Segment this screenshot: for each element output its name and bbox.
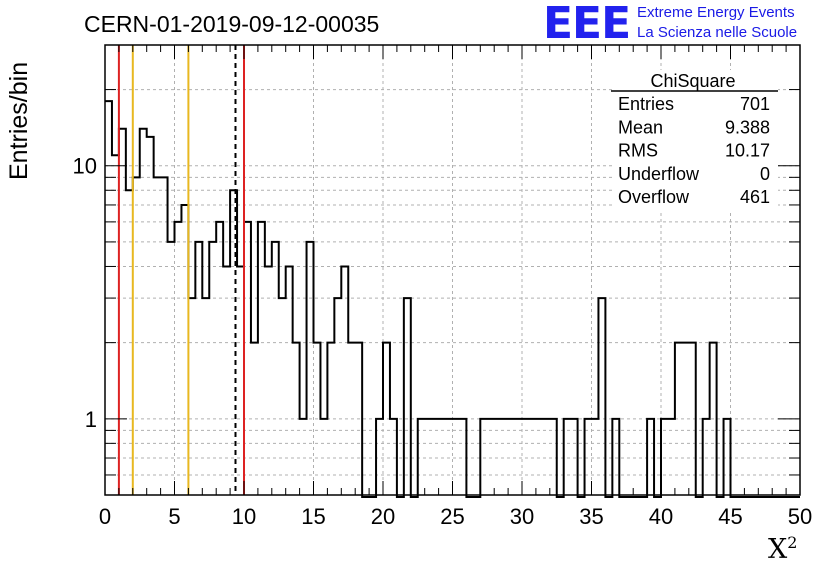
x-tick-label: 5 [168, 504, 180, 529]
x-tick-label: 40 [649, 504, 673, 529]
logo-text: Extreme Energy Events La Scienza nelle S… [637, 3, 797, 43]
stats-row-label: Underflow [618, 164, 700, 184]
x-tick-label: 25 [440, 504, 464, 529]
x-axis-label-base: X [768, 534, 788, 565]
stats-row-value: 461 [740, 187, 770, 207]
stats-row-label: Mean [618, 117, 663, 137]
stats-row-label: Overflow [618, 187, 690, 207]
x-tick-label: 10 [232, 504, 256, 529]
x-tick-label: 45 [718, 504, 742, 529]
x-tick-label: 30 [510, 504, 534, 529]
stats-row-value: 0 [760, 164, 770, 184]
x-tick-label: 35 [579, 504, 603, 529]
logo-line-1: Extreme Energy Events [637, 4, 795, 21]
stats-row-value: 9.388 [725, 117, 770, 137]
stats-title: ChiSquare [650, 71, 735, 91]
stats-row-label: Entries [618, 94, 674, 114]
chart-title: CERN-01-2019-09-12-00035 [84, 11, 380, 37]
stats-row-value: 701 [740, 94, 770, 114]
x-tick-label: 50 [788, 504, 812, 529]
histogram-series [105, 100, 800, 498]
x-tick-label: 20 [371, 504, 395, 529]
stats-box-background [614, 70, 778, 210]
y-tick-label: 1 [85, 407, 97, 432]
eee-logo: EEE [543, 0, 631, 49]
stats-row-label: RMS [618, 141, 658, 161]
logo-line-2: La Scienza nelle Scuole [637, 24, 798, 41]
x-axis-label: X2 [768, 533, 797, 565]
y-tick-label: 10 [73, 154, 97, 179]
x-tick-label: 0 [99, 504, 111, 529]
x-axis-label-exponent: 2 [787, 533, 798, 552]
stats-row-value: 10.17 [725, 141, 770, 161]
x-tick-label: 15 [301, 504, 325, 529]
